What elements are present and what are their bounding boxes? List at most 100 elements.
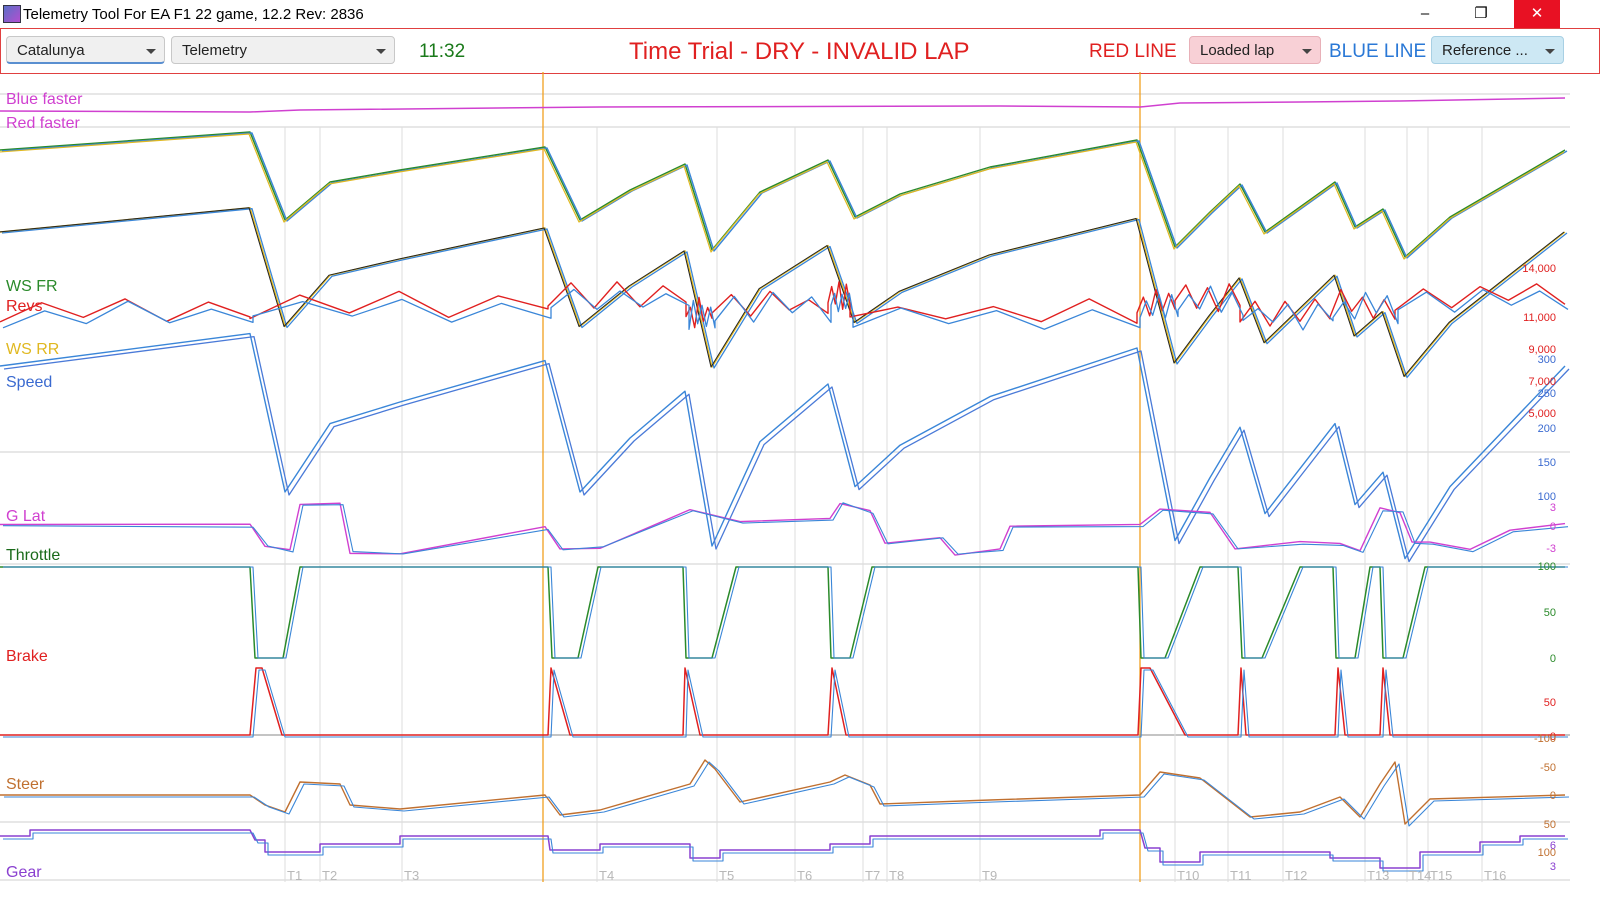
- gear-red-trace: [0, 829, 1565, 869]
- ws-rr-dark-trace: [0, 207, 1565, 377]
- steer-tick: -100: [1534, 733, 1556, 745]
- gear-blue-trace: [3, 832, 1568, 872]
- chevron-down-icon: [376, 49, 386, 54]
- toolbar: Catalunya Telemetry 11:32 Time Trial - D…: [0, 28, 1600, 74]
- revs-tick: 7,000: [1528, 376, 1556, 388]
- sector-label: T6: [797, 868, 812, 883]
- steer-tick: 50: [1544, 819, 1556, 831]
- axis-ticks: 14,00011,0009,0007,0005,0003002502001501…: [1522, 263, 1556, 873]
- sector-label: T11: [1230, 868, 1251, 883]
- plot-grid: [0, 72, 1570, 882]
- sector-label: T12: [1285, 868, 1307, 883]
- sector-label: T14: [1409, 868, 1431, 883]
- title-bar: Telemetry Tool For EA F1 22 game, 12.2 R…: [0, 0, 1600, 28]
- ws-fr-label: WS FR: [6, 278, 58, 295]
- revs-tick: 11,000: [1523, 312, 1556, 324]
- speed-tick: 150: [1538, 457, 1556, 469]
- chevron-down-icon: [1302, 49, 1312, 54]
- ws-rr-label: WS RR: [6, 341, 59, 358]
- sector-label: T15: [1430, 868, 1452, 883]
- g-lat-red-trace: [0, 502, 1566, 556]
- g-lat-label: G Lat: [6, 508, 46, 525]
- steer-tick: 100: [1538, 847, 1556, 859]
- minimize-button[interactable]: –: [1420, 5, 1430, 22]
- view-dropdown-value: Telemetry: [182, 42, 248, 59]
- revs-tick: 14,000: [1522, 263, 1556, 275]
- window-title: Telemetry Tool For EA F1 22 game, 12.2 R…: [23, 6, 364, 23]
- blue-faster-label: Blue faster: [6, 91, 83, 108]
- gear-tick: 6: [1550, 840, 1556, 852]
- sector-label: T3: [404, 868, 419, 883]
- sector-label: T4: [599, 868, 614, 883]
- throttle-tick: 50: [1544, 607, 1556, 619]
- speed-tick: 100: [1538, 491, 1556, 503]
- app-icon: [3, 5, 21, 23]
- revs-red-trace: [0, 281, 1566, 329]
- track-dropdown-value: Catalunya: [17, 42, 85, 59]
- revs-blue-trace: [2, 285, 1569, 331]
- restore-button[interactable]: ❐: [1474, 5, 1488, 22]
- sector-label: T9: [982, 868, 997, 883]
- sector-label: T13: [1367, 868, 1389, 883]
- sector-label: T10: [1177, 868, 1199, 883]
- speed-tick: 300: [1538, 354, 1556, 366]
- ws-fr-red-trace: [0, 131, 1566, 258]
- blue-line-dropdown[interactable]: Reference ...: [1431, 36, 1564, 64]
- brake-red-trace: [0, 667, 1565, 736]
- steer-blue-trace: [4, 761, 1570, 827]
- blue-line-dropdown-value: Reference ...: [1442, 42, 1528, 59]
- brake-tick: 50: [1544, 697, 1556, 709]
- throttle-tick: 0: [1550, 653, 1556, 665]
- chevron-down-icon: [1545, 49, 1555, 54]
- speed-red-trace: [0, 332, 1566, 560]
- gear-tick: 3: [1550, 861, 1556, 873]
- throttle-label: Throttle: [6, 547, 60, 564]
- red-faster-label: Red faster: [6, 115, 80, 132]
- steer-red-trace: [0, 759, 1566, 825]
- speed-tick: 250: [1538, 388, 1556, 400]
- steer-tick: -50: [1540, 762, 1556, 774]
- delta-trace: [0, 97, 1566, 113]
- gear-label: Gear: [6, 864, 42, 881]
- steer-tick: 0: [1550, 790, 1556, 802]
- telemetry-traces: [0, 97, 1570, 872]
- blue-line-label: BLUE LINE: [1329, 41, 1427, 62]
- revs-tick: 9,000: [1528, 344, 1556, 356]
- sector-label: T2: [322, 868, 337, 883]
- throttle-blue-trace: [3, 566, 1568, 659]
- g-lat-blue-trace: [2, 502, 1569, 555]
- sector-label: T8: [889, 868, 904, 883]
- speed-blue-trace: [3, 335, 1570, 563]
- ws-rr-blue-trace: [1, 208, 1568, 379]
- track-dropdown[interactable]: Catalunya: [6, 36, 165, 64]
- revs-tick: 5,000: [1528, 408, 1556, 420]
- ws-fr-blue-trace: [1, 132, 1568, 259]
- throttle-red-trace: [0, 566, 1565, 659]
- close-button[interactable]: ✕: [1514, 0, 1560, 28]
- session-title: Time Trial - DRY - INVALID LAP: [629, 38, 970, 65]
- g-lat-tick: 0: [1550, 521, 1556, 533]
- ws-rr-yellow-trace: [0, 206, 1566, 378]
- brake-blue-trace: [3, 669, 1568, 738]
- chevron-down-icon: [146, 49, 156, 54]
- speed-tick: 200: [1538, 423, 1556, 435]
- sector-label: T16: [1484, 868, 1506, 883]
- sector-label: T5: [719, 868, 734, 883]
- revs-label: Revs: [6, 298, 42, 315]
- g-lat-tick: -3: [1546, 543, 1556, 555]
- g-lat-tick: 3: [1550, 502, 1556, 514]
- red-line-dropdown[interactable]: Loaded lap: [1189, 36, 1321, 64]
- telemetry-plot[interactable]: Blue faster Red faster WS FR Revs WS RR …: [0, 72, 1600, 900]
- throttle-tick: 100: [1538, 561, 1556, 573]
- speed-label: Speed: [6, 374, 52, 391]
- red-line-label: RED LINE: [1089, 41, 1177, 62]
- sector-label: T7: [865, 868, 880, 883]
- brake-label: Brake: [6, 648, 48, 665]
- steer-label: Steer: [6, 776, 45, 793]
- view-dropdown[interactable]: Telemetry: [171, 36, 395, 64]
- session-clock: 11:32: [419, 41, 466, 62]
- sector-label: T1: [287, 868, 302, 883]
- ws-rr-red-trace: [0, 133, 1565, 260]
- red-line-dropdown-value: Loaded lap: [1200, 42, 1275, 59]
